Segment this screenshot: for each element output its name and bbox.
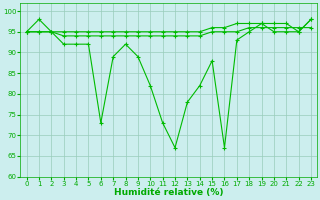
X-axis label: Humidité relative (%): Humidité relative (%) (114, 188, 224, 197)
